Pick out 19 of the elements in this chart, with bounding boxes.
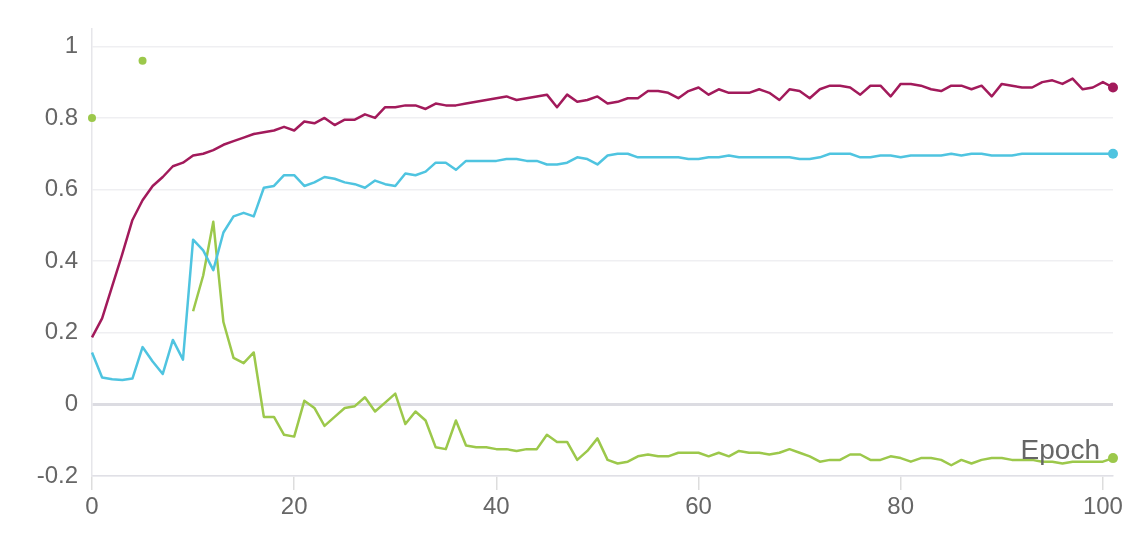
point: [1108, 453, 1118, 464]
x-tick-label: 100: [1082, 492, 1123, 520]
y-tick-label: 1: [64, 30, 78, 58]
y-tick-label: 0.8: [44, 102, 78, 130]
y-tick-label: 0: [64, 389, 78, 417]
point: [138, 56, 147, 65]
x-tick-label: 80: [887, 492, 915, 520]
y-tick-label: 0.2: [44, 317, 78, 345]
x-tick-label: 60: [685, 492, 712, 520]
y-tick-label: -0.2: [36, 460, 78, 488]
point: [88, 113, 96, 122]
x-tick-label: 40: [483, 492, 510, 520]
point: [1108, 82, 1118, 93]
x-tick-label: 20: [280, 492, 308, 520]
x-tick-label: 0: [85, 492, 99, 520]
point: [1108, 148, 1118, 159]
y-tick-label: 0.6: [44, 174, 78, 202]
x-axis-title: Epoch: [1020, 434, 1100, 466]
y-tick-label: 0.4: [44, 245, 78, 273]
